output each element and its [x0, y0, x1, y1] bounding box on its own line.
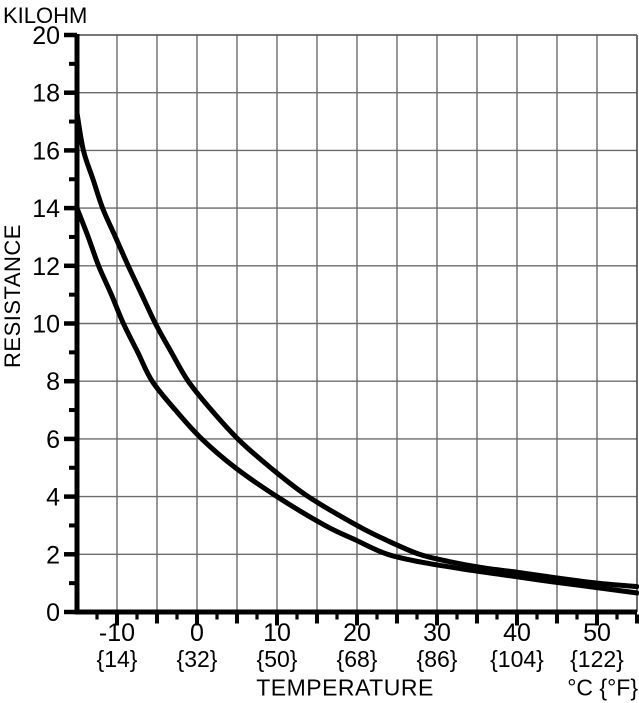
- y-tick-label: 16: [32, 137, 60, 165]
- x-tick-label-fahrenheit: {32}: [177, 646, 218, 672]
- x-axis-title: TEMPERATURE: [256, 674, 434, 701]
- resistance-curve-lower: [74, 205, 639, 596]
- x-tick-label-fahrenheit: {104}: [490, 646, 544, 672]
- y-tick-label: 4: [46, 484, 60, 512]
- x-tick-label-celsius: 0: [190, 619, 204, 647]
- y-tick-label: 18: [32, 80, 60, 108]
- x-tick-label-fahrenheit: {50}: [257, 646, 298, 672]
- x-tick-label-celsius: 10: [263, 619, 291, 647]
- y-tick-label: 12: [32, 253, 60, 281]
- y-tick-label: 8: [46, 368, 60, 396]
- y-tick-label: 20: [32, 22, 60, 50]
- x-tick-label-celsius: -10: [99, 619, 135, 647]
- y-tick-label: 0: [46, 599, 60, 627]
- x-tick-label-fahrenheit: {86}: [417, 646, 458, 672]
- x-axis-unit-label: °C {°F}: [567, 674, 638, 701]
- x-tick-label-fahrenheit: {68}: [337, 646, 378, 672]
- y-tick-label: 6: [46, 426, 60, 454]
- resistance-curve-upper: [74, 110, 639, 590]
- x-tick-label-fahrenheit: {14}: [97, 646, 138, 672]
- y-axis-unit-label: KILOHM: [3, 3, 88, 28]
- x-tick-label-celsius: 20: [343, 619, 371, 647]
- y-tick-label: 2: [46, 541, 60, 569]
- y-tick-label: 10: [32, 311, 60, 339]
- x-tick-label-fahrenheit: {122}: [570, 646, 624, 672]
- x-tick-label-celsius: 30: [423, 619, 451, 647]
- y-tick-label: 14: [32, 195, 60, 223]
- x-tick-label-celsius: 40: [503, 619, 531, 647]
- x-tick-label-celsius: 50: [583, 619, 611, 647]
